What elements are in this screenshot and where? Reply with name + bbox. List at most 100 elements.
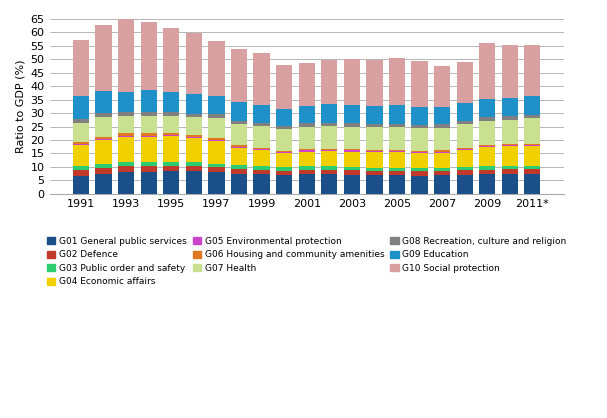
Bar [321, 126, 337, 148]
Bar [73, 40, 89, 97]
Y-axis label: Ratio to GDP (%): Ratio to GDP (%) [15, 60, 25, 153]
Bar [366, 124, 382, 127]
Bar [231, 48, 247, 102]
Bar [524, 144, 540, 145]
Bar [344, 150, 360, 152]
Bar [366, 171, 382, 176]
Bar [254, 174, 270, 194]
Bar [276, 175, 292, 194]
Bar [231, 147, 247, 148]
Bar [73, 166, 89, 171]
Bar [118, 172, 134, 194]
Bar [412, 171, 428, 176]
Bar [95, 140, 112, 164]
Bar [344, 127, 360, 149]
Bar [186, 94, 202, 114]
Bar [321, 150, 337, 151]
Bar [479, 99, 495, 117]
Bar [276, 65, 292, 109]
Bar [186, 171, 202, 194]
Bar [479, 145, 495, 146]
Bar [412, 107, 428, 125]
Bar [389, 150, 405, 151]
Bar [254, 105, 270, 123]
Bar [118, 162, 134, 166]
Bar [501, 146, 518, 166]
Bar [389, 171, 405, 176]
Bar [479, 147, 495, 166]
Bar [501, 120, 518, 144]
Bar [73, 176, 89, 194]
Bar [118, 133, 134, 136]
Bar [412, 168, 428, 171]
Bar [524, 96, 540, 115]
Bar [456, 149, 473, 150]
Bar [366, 60, 382, 106]
Bar [276, 126, 292, 129]
Bar [163, 28, 180, 92]
Bar [254, 123, 270, 126]
Bar [163, 166, 180, 171]
Bar [254, 126, 270, 148]
Bar [524, 118, 540, 144]
Bar [434, 127, 450, 150]
Bar [95, 91, 112, 113]
Bar [434, 168, 450, 171]
Bar [254, 53, 270, 105]
Bar [276, 167, 292, 171]
Bar [434, 176, 450, 194]
Bar [344, 149, 360, 150]
Bar [208, 172, 225, 194]
Bar [118, 18, 134, 92]
Bar [479, 166, 495, 170]
Bar [366, 106, 382, 124]
Bar [456, 103, 473, 121]
Bar [141, 90, 157, 112]
Bar [163, 135, 180, 137]
Bar [163, 116, 180, 133]
Bar [479, 174, 495, 194]
Bar [366, 168, 382, 171]
Bar [344, 59, 360, 105]
Bar [299, 152, 315, 166]
Bar [456, 175, 473, 194]
Bar [73, 171, 89, 176]
Bar [208, 140, 225, 141]
Bar [299, 150, 315, 152]
Bar [299, 166, 315, 170]
Bar [524, 115, 540, 118]
Bar [299, 149, 315, 150]
Bar [118, 136, 134, 137]
Bar [276, 153, 292, 167]
Bar [479, 170, 495, 174]
Bar [344, 171, 360, 175]
Bar [276, 152, 292, 153]
Bar [208, 138, 225, 140]
Bar [321, 148, 337, 150]
Bar [299, 170, 315, 174]
Bar [321, 174, 337, 194]
Bar [141, 116, 157, 133]
Bar [208, 115, 225, 118]
Bar [299, 106, 315, 123]
Bar [412, 152, 428, 153]
Bar [141, 22, 157, 90]
Bar [186, 114, 202, 117]
Bar [344, 152, 360, 167]
Bar [231, 148, 247, 165]
Bar [95, 25, 112, 91]
Bar [208, 96, 225, 115]
Bar [95, 174, 112, 194]
Bar [501, 144, 518, 145]
Bar [163, 171, 180, 194]
Bar [389, 105, 405, 124]
Bar [276, 171, 292, 175]
Bar [299, 123, 315, 127]
Bar [456, 62, 473, 103]
Bar [254, 148, 270, 149]
Bar [73, 97, 89, 119]
Bar [163, 133, 180, 135]
Bar [389, 127, 405, 150]
Bar [389, 58, 405, 105]
Bar [366, 150, 382, 151]
